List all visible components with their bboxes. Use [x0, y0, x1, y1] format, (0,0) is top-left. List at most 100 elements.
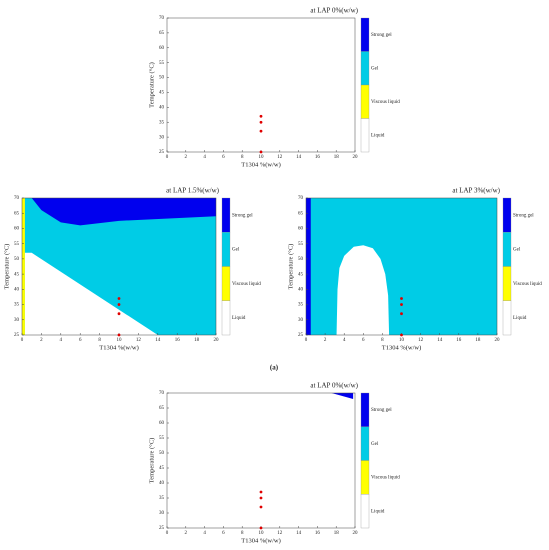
- phase-area: [336, 245, 390, 335]
- data-point: [117, 303, 121, 306]
- x-tick-label: 2: [324, 338, 327, 343]
- y-tick-label: 45: [14, 272, 20, 277]
- y-tick-label: 70: [159, 16, 165, 21]
- colorbar-swatch: [360, 494, 370, 529]
- y-axis-label: Temperature (°C): [3, 244, 10, 290]
- x-tick-label: 0: [305, 338, 308, 343]
- plot-background: [167, 393, 355, 528]
- x-tick-label: 20: [353, 155, 359, 160]
- x-axis-label: T1304 %(w/w): [382, 344, 422, 351]
- y-tick-label: 60: [14, 227, 20, 232]
- x-tick-label: 4: [60, 338, 63, 343]
- y-tick-label: 55: [159, 61, 165, 66]
- colorbar-label: Gel: [371, 66, 379, 71]
- x-tick-label: 12: [418, 338, 424, 343]
- data-point: [259, 114, 263, 118]
- y-tick-label: 60: [298, 227, 304, 232]
- phase-area: [24, 252, 158, 335]
- x-tick-label: 20: [495, 338, 501, 343]
- colorbar-swatch: [360, 84, 370, 119]
- y-tick-label: 55: [14, 242, 20, 247]
- colorbar-label: Viscous liquid: [232, 282, 261, 287]
- colorbar-label: Viscous liquid: [371, 100, 400, 105]
- y-tick-label: 35: [298, 303, 304, 308]
- chart-title: at LAP 1.5%(w/w): [166, 187, 219, 195]
- y-tick-label: 65: [14, 211, 20, 216]
- colorbar-label: Liquid: [371, 509, 385, 514]
- x-tick-label: 10: [259, 531, 265, 536]
- data-point: [259, 526, 263, 530]
- y-tick-label: 45: [298, 272, 304, 277]
- data-point: [259, 496, 263, 500]
- colorbar-swatch: [221, 300, 231, 336]
- chart-title: at LAP 0%(w/w): [310, 7, 358, 15]
- data-point: [259, 490, 263, 494]
- y-tick-label: 40: [159, 105, 165, 110]
- y-tick-label: 35: [159, 496, 165, 501]
- x-tick-label: 0: [21, 338, 24, 343]
- x-tick-label: 18: [334, 531, 340, 536]
- colorbar-swatch: [360, 460, 370, 495]
- panel-caption: (a): [270, 364, 279, 372]
- x-tick-label: 0: [166, 155, 169, 160]
- colorbar-label: Viscous liquid: [371, 476, 400, 481]
- x-tick-label: 10: [259, 155, 265, 160]
- colorbar-label: Gel: [232, 248, 240, 253]
- y-tick-label: 35: [14, 303, 20, 308]
- data-point: [259, 505, 263, 509]
- y-tick-label: 65: [159, 406, 165, 411]
- y-tick-label: 50: [14, 257, 20, 262]
- colorbar-label: Viscous liquid: [513, 282, 542, 287]
- y-tick-label: 65: [159, 31, 165, 36]
- y-tick-label: 50: [159, 76, 165, 81]
- x-tick-label: 16: [315, 531, 321, 536]
- colorbar-label: Strong gel: [371, 33, 392, 38]
- colorbar-swatch: [221, 266, 231, 301]
- x-tick-label: 12: [136, 338, 142, 343]
- colorbar-swatch: [502, 266, 512, 301]
- data-point: [259, 120, 263, 124]
- y-tick-label: 40: [298, 287, 304, 292]
- x-tick-label: 6: [222, 155, 225, 160]
- colorbar-swatch: [360, 51, 370, 86]
- chart-title: at LAP 3%(w/w): [452, 187, 500, 195]
- y-tick-label: 30: [159, 135, 165, 140]
- y-tick-label: 30: [14, 318, 20, 323]
- x-tick-label: 4: [203, 155, 206, 160]
- y-tick-label: 25: [159, 150, 165, 155]
- x-axis-label: T1304 %(w/w): [241, 161, 281, 168]
- y-tick-label: 35: [159, 120, 165, 125]
- y-tick-label: 65: [298, 211, 304, 216]
- colorbar-label: Gel: [513, 248, 521, 253]
- x-tick-label: 8: [241, 531, 244, 536]
- y-axis-label: Temperature (°C): [287, 244, 294, 290]
- x-tick-label: 18: [334, 155, 340, 160]
- phase-area: [306, 198, 311, 335]
- y-tick-label: 70: [159, 391, 165, 396]
- y-tick-label: 45: [159, 466, 165, 471]
- x-tick-label: 6: [79, 338, 82, 343]
- x-axis-label: T1304 %(w/w): [99, 344, 139, 351]
- x-tick-label: 12: [277, 155, 283, 160]
- x-tick-label: 2: [185, 531, 188, 536]
- colorbar-swatch: [221, 232, 231, 267]
- y-tick-label: 70: [14, 196, 20, 201]
- x-tick-label: 6: [222, 531, 225, 536]
- x-tick-label: 4: [203, 531, 206, 536]
- data-point: [400, 297, 403, 300]
- phase-area: [31, 198, 217, 226]
- y-axis-label: Temperature (°C): [148, 62, 155, 108]
- x-tick-label: 8: [241, 155, 244, 160]
- x-tick-label: 10: [117, 338, 123, 343]
- x-axis-label: T1304 %(w/w): [241, 537, 281, 544]
- x-tick-label: 12: [277, 531, 283, 536]
- x-tick-label: 8: [381, 338, 384, 343]
- plot-background: [167, 18, 355, 152]
- x-tick-label: 14: [296, 155, 302, 160]
- colorbar-swatch: [360, 392, 370, 427]
- x-tick-label: 20: [353, 531, 359, 536]
- y-axis-label: Temperature (°C): [148, 438, 155, 484]
- colorbar-swatch: [502, 300, 512, 336]
- colorbar-label: Liquid: [371, 133, 385, 138]
